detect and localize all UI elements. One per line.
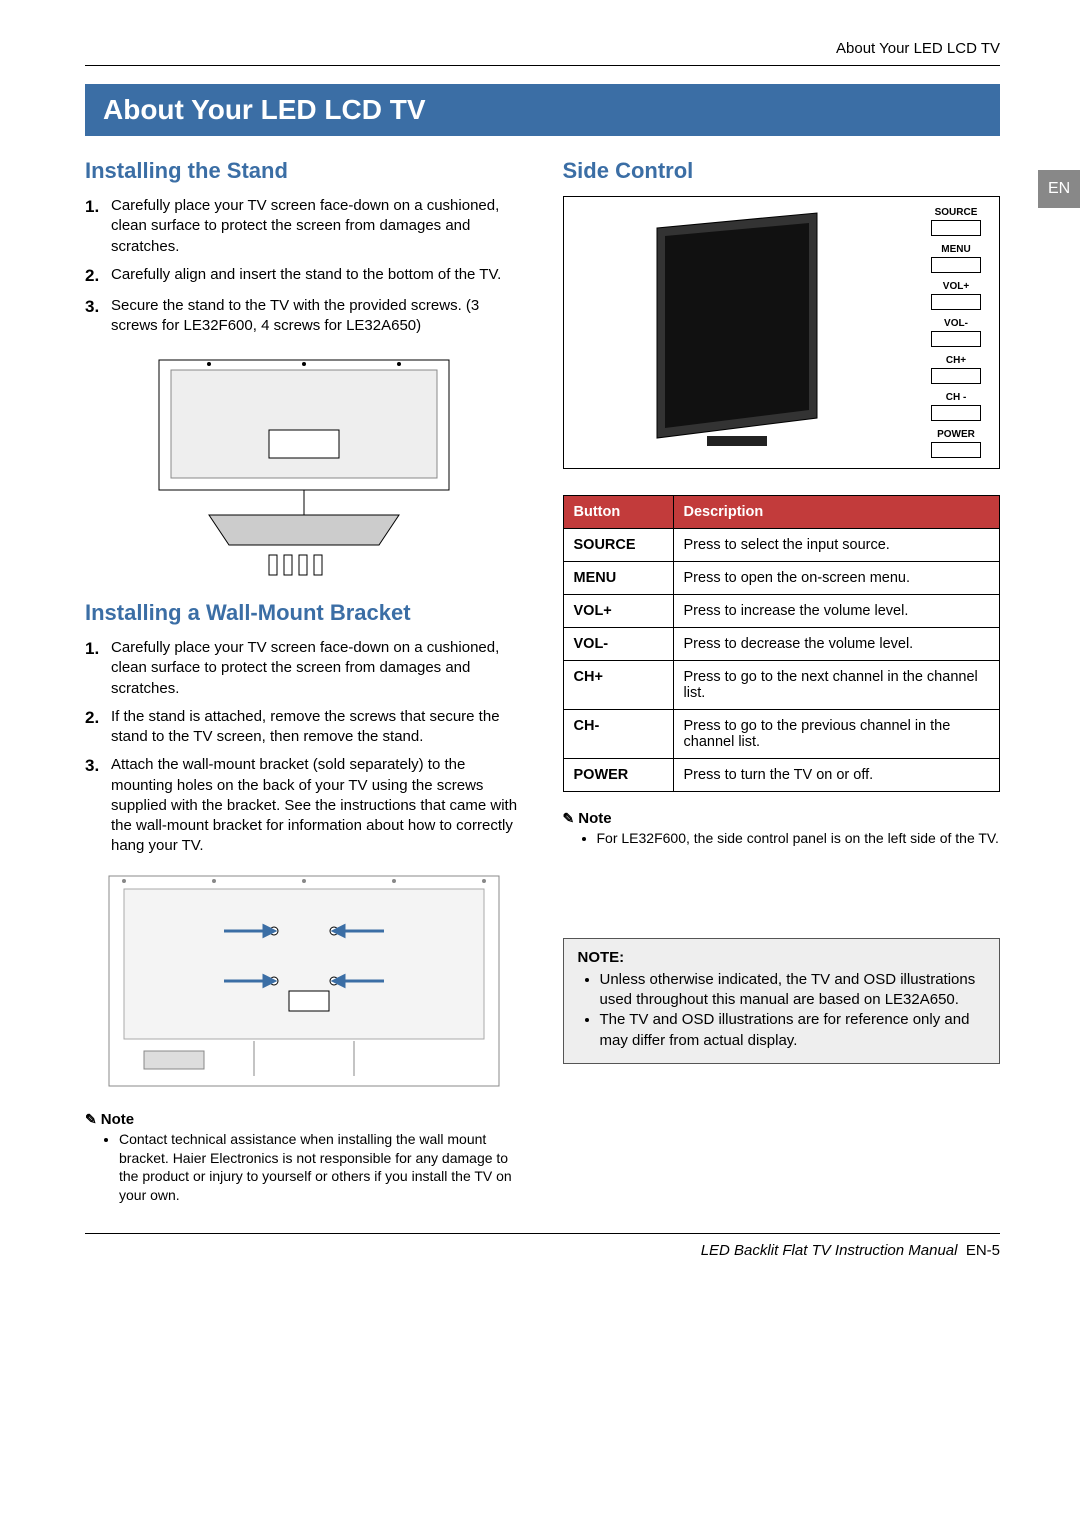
step-text: Carefully place your TV screen face-down…	[111, 638, 523, 699]
side-btn-label: MENU	[931, 244, 981, 255]
step-text: Carefully place your TV screen face-down…	[111, 196, 523, 257]
table-row: VOL+Press to increase the volume level.	[563, 595, 1000, 628]
note-item: For LE32F600, the side control panel is …	[597, 829, 1001, 848]
wallmount-diagram	[85, 871, 523, 1091]
table-row: CH-Press to go to the previous channel i…	[563, 710, 1000, 759]
table-row: MENUPress to open the on-screen menu.	[563, 562, 1000, 595]
table-cell-button: SOURCE	[563, 529, 673, 562]
side-btn-box	[931, 405, 981, 421]
table-cell-button: MENU	[563, 562, 673, 595]
note-box-item: Unless otherwise indicated, the TV and O…	[600, 970, 986, 1011]
note-label: Note	[578, 810, 611, 827]
button-table: Button Description SOURCEPress to select…	[563, 495, 1001, 792]
side-btn-box	[931, 220, 981, 236]
header-rule	[85, 65, 1000, 66]
side-btn-label: CH -	[931, 392, 981, 403]
note-item: Contact technical assistance when instal…	[119, 1130, 523, 1206]
table-row: VOL-Press to decrease the volume level.	[563, 628, 1000, 661]
note-box-heading: NOTE:	[578, 949, 986, 966]
step-number: 1.	[85, 638, 111, 699]
table-row: POWERPress to turn the TV on or off.	[563, 759, 1000, 792]
wallmount-steps: 1.Carefully place your TV screen face-do…	[85, 638, 523, 857]
table-row: CH+Press to go to the next channel in th…	[563, 661, 1000, 710]
step-text: If the stand is attached, remove the scr…	[111, 707, 523, 748]
side-btn-label: VOL-	[931, 318, 981, 329]
table-row: SOURCEPress to select the input source.	[563, 529, 1000, 562]
running-header: About Your LED LCD TV	[85, 40, 1000, 57]
table-cell-desc: Press to open the on-screen menu.	[673, 562, 1000, 595]
side-btn-label: VOL+	[931, 281, 981, 292]
stand-diagram	[85, 350, 523, 580]
side-btn-box	[931, 257, 981, 273]
footer-page: EN-5	[966, 1242, 1000, 1259]
table-cell-desc: Press to go to the previous channel in t…	[673, 710, 1000, 759]
step-number: 1.	[85, 196, 111, 257]
note-heading: ✎ Note	[563, 810, 1001, 827]
note-box-item: The TV and OSD illustrations are for ref…	[600, 1010, 986, 1051]
side-button-stack: SOURCE MENU VOL+ VOL- CH+ CH - POWER	[931, 207, 981, 458]
step-text: Secure the stand to the TV with the prov…	[111, 296, 523, 337]
side-control-diagram: SOURCE MENU VOL+ VOL- CH+ CH - POWER	[563, 196, 1001, 469]
section-title-stand: Installing the Stand	[85, 158, 523, 184]
side-btn-label: POWER	[931, 429, 981, 440]
note-heading: ✎ Note	[85, 1111, 523, 1128]
table-cell-button: CH+	[563, 661, 673, 710]
side-btn-box	[931, 368, 981, 384]
table-cell-desc: Press to select the input source.	[673, 529, 1000, 562]
right-column: Side Control SOURCE MENU VOL+ VOL- CH+ C…	[563, 158, 1001, 1205]
table-cell-button: VOL-	[563, 628, 673, 661]
left-column: Installing the Stand 1.Carefully place y…	[85, 158, 523, 1205]
table-head-button: Button	[563, 496, 673, 529]
pencil-icon: ✎	[85, 1111, 97, 1128]
pencil-icon: ✎	[563, 810, 575, 827]
footer-title: LED Backlit Flat TV Instruction Manual	[701, 1242, 958, 1259]
table-cell-button: POWER	[563, 759, 673, 792]
step-text: Carefully align and insert the stand to …	[111, 265, 501, 288]
section-title-wallmount: Installing a Wall-Mount Bracket	[85, 600, 523, 626]
note-box: NOTE: Unless otherwise indicated, the TV…	[563, 938, 1001, 1064]
side-btn-label: CH+	[931, 355, 981, 366]
page-footer: LED Backlit Flat TV Instruction Manual E…	[85, 1233, 1000, 1259]
step-number: 3.	[85, 755, 111, 856]
stand-steps: 1.Carefully place your TV screen face-do…	[85, 196, 523, 336]
table-head-desc: Description	[673, 496, 1000, 529]
note-list: Contact technical assistance when instal…	[85, 1130, 523, 1206]
table-cell-button: CH-	[563, 710, 673, 759]
note-label: Note	[101, 1111, 134, 1128]
table-cell-button: VOL+	[563, 595, 673, 628]
table-cell-desc: Press to turn the TV on or off.	[673, 759, 1000, 792]
page-banner: About Your LED LCD TV	[85, 84, 1000, 136]
side-btn-label: SOURCE	[931, 207, 981, 218]
table-cell-desc: Press to go to the next channel in the c…	[673, 661, 1000, 710]
table-cell-desc: Press to decrease the volume level.	[673, 628, 1000, 661]
side-btn-box	[931, 442, 981, 458]
step-text: Attach the wall-mount bracket (sold sepa…	[111, 755, 523, 856]
side-btn-box	[931, 294, 981, 310]
tv-illustration	[574, 207, 902, 458]
step-number: 2.	[85, 265, 111, 288]
step-number: 2.	[85, 707, 111, 748]
side-btn-box	[931, 331, 981, 347]
table-cell-desc: Press to increase the volume level.	[673, 595, 1000, 628]
section-title-sidecontrol: Side Control	[563, 158, 1001, 184]
language-tab: EN	[1038, 170, 1080, 208]
step-number: 3.	[85, 296, 111, 337]
note-list: For LE32F600, the side control panel is …	[563, 829, 1001, 848]
